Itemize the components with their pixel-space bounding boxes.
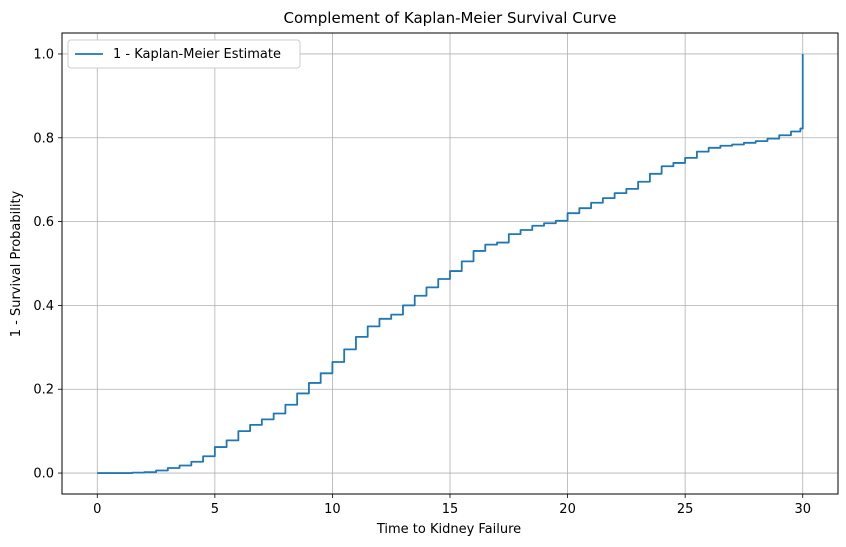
x-axis-label: Time to Kidney Failure bbox=[376, 522, 521, 537]
series-line bbox=[97, 53, 804, 474]
chart-title: Complement of Kaplan-Meier Survival Curv… bbox=[284, 9, 617, 27]
y-axis-label: 1 - Survival Probability bbox=[9, 190, 24, 337]
x-tick-label: 0 bbox=[93, 502, 101, 517]
x-tick-label: 15 bbox=[442, 502, 459, 517]
series-layer bbox=[97, 53, 804, 474]
legend-box bbox=[67, 39, 301, 69]
legend: 1 - Kaplan-Meier Estimate bbox=[67, 39, 301, 69]
x-tick-label: 20 bbox=[559, 502, 576, 517]
grid bbox=[62, 33, 838, 494]
x-axis-ticks: 0 5 10 15 20 25 30 bbox=[93, 494, 811, 517]
y-tick-label: 0.8 bbox=[33, 131, 54, 146]
y-tick-label: 0.4 bbox=[33, 299, 54, 314]
legend-label: 1 - Kaplan-Meier Estimate bbox=[113, 47, 281, 62]
x-tick-label: 10 bbox=[324, 502, 341, 517]
y-axis-ticks: 0.0 0.2 0.4 0.6 0.8 1.0 bbox=[33, 47, 62, 482]
y-tick-label: 0.0 bbox=[33, 467, 54, 482]
x-tick-label: 30 bbox=[794, 502, 811, 517]
x-tick-label: 25 bbox=[677, 502, 694, 517]
y-tick-label: 0.6 bbox=[33, 215, 54, 230]
y-tick-label: 1.0 bbox=[33, 47, 54, 62]
y-tick-label: 0.2 bbox=[33, 383, 54, 398]
x-tick-label: 5 bbox=[211, 502, 219, 517]
